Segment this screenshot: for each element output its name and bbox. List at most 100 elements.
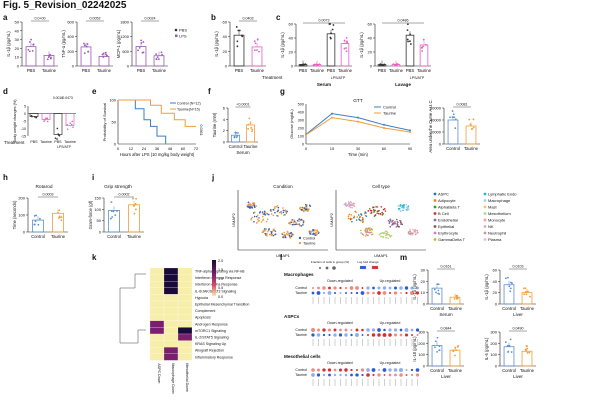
panel-k-heatmap-cell bbox=[149, 274, 165, 282]
panel-l-dot bbox=[350, 368, 353, 372]
panel-m-chart-0-dot bbox=[437, 292, 440, 295]
panel-j-umap-point bbox=[296, 219, 299, 222]
panel-j-umap-point bbox=[402, 204, 405, 206]
panel-j-umap-point bbox=[365, 227, 368, 230]
panel-j-umap-point bbox=[251, 204, 253, 207]
panel-j-umap-point bbox=[250, 218, 252, 221]
panel-l-dot bbox=[404, 333, 409, 337]
panel-f-tick-label: 2 bbox=[223, 128, 226, 133]
panel-j-umap-point bbox=[298, 223, 300, 225]
panel-l-dot bbox=[333, 368, 337, 372]
panel-i-category-label: Control bbox=[107, 234, 121, 239]
panel-l-dot bbox=[328, 373, 331, 377]
panel-a-chart-2-tick-label: 1200 bbox=[120, 34, 130, 39]
panel-g-auc-tick-label: 0 bbox=[439, 142, 442, 147]
panel-c-chart-1-dot bbox=[406, 29, 409, 31]
panel-c-chart-0-tick-label: 40 bbox=[289, 36, 294, 41]
panel-g-point bbox=[357, 116, 359, 119]
panel-m-chart-3-tick-label: 300 bbox=[490, 330, 497, 335]
panel-k-heatmap-cell bbox=[163, 347, 179, 354]
panel-g-series-taurine bbox=[305, 117, 411, 136]
panel-m-chart-1-tick-label: 20 bbox=[493, 290, 498, 295]
panel-e-ylabel: Probability of Survival bbox=[102, 103, 107, 142]
panel-l-dot bbox=[410, 328, 414, 332]
panel-j-umap-point bbox=[275, 214, 278, 217]
panel-e-legend-label: Control (N=12) bbox=[177, 102, 201, 106]
panel-h-tick-label: 0 bbox=[23, 230, 26, 235]
panel-m-chart-3-tick-label: 200 bbox=[490, 341, 497, 346]
panel-l-dot bbox=[327, 368, 332, 372]
panel-c-chart-0-dot bbox=[317, 63, 319, 66]
panel-l-dot bbox=[333, 333, 337, 337]
panel-j-umap-point bbox=[274, 211, 276, 214]
panel-m-chart-1-dot bbox=[523, 287, 525, 290]
panel-c-chart-1-dot bbox=[421, 46, 423, 49]
panel-f-dot bbox=[247, 123, 250, 126]
panel-j-umap-point bbox=[370, 210, 373, 212]
panel-j-umap-point bbox=[266, 233, 268, 236]
panel-j-umap-point bbox=[265, 220, 268, 223]
panel-c-chart-0-dot bbox=[303, 63, 306, 66]
panel-l-row-label: Taurine bbox=[295, 333, 307, 337]
panel-m-chart-0-xlabel: Serum bbox=[439, 312, 453, 317]
panel-b-dot bbox=[256, 38, 259, 41]
panel-i-dot bbox=[116, 210, 118, 212]
panel-d-dot bbox=[56, 138, 58, 140]
panel-e-ytick-label: 50 bbox=[112, 120, 117, 125]
panel-j-umap-point bbox=[402, 209, 404, 212]
panel-i-category-label: Taurine bbox=[127, 234, 142, 239]
panel-l-dot bbox=[393, 328, 398, 332]
panel-j-umap-point bbox=[414, 230, 416, 233]
panel-j-umap-point bbox=[253, 220, 255, 223]
panel-l-dot bbox=[405, 291, 408, 295]
panel-c-chart-1-dot bbox=[409, 40, 411, 43]
panel-f-category-label: Control bbox=[229, 144, 243, 149]
panel-g-ytick-label: 0 bbox=[302, 143, 304, 147]
panel-b-dot bbox=[236, 40, 239, 43]
panel-j-celltype-legend-marker bbox=[433, 212, 437, 215]
panel-l-dot bbox=[377, 328, 381, 332]
panel-a-chart-0-dot bbox=[30, 38, 32, 41]
panel-l-dot bbox=[393, 368, 398, 372]
panel-m-chart-2-ylabel: IL-18 (pg/mL) bbox=[412, 336, 417, 362]
panel-a-chart-2-tick-label: 1800 bbox=[120, 20, 130, 25]
panel-j-umap-point bbox=[368, 228, 371, 231]
panel-c-chart-0-dot bbox=[345, 36, 348, 39]
panel-a-chart-1-tick-label: 0 bbox=[72, 64, 75, 69]
panel-j-umap-point bbox=[347, 201, 350, 203]
panel-m-chart-1-category-label: Control bbox=[502, 306, 516, 311]
panel-l-color-legend-title: Log fold change bbox=[357, 260, 379, 264]
panel-j-umap-point bbox=[391, 221, 393, 223]
panel-c-chart-0-dot bbox=[331, 28, 334, 31]
panel-k-heatmap-cell bbox=[163, 307, 179, 315]
panel-j-ylabel: UMAP2 bbox=[231, 212, 236, 227]
panel-l-dot bbox=[311, 368, 315, 372]
panel-m-chart-3-dot bbox=[504, 341, 507, 344]
panel-j-umap-point bbox=[414, 229, 416, 231]
panel-a-chart-0-pvalue: 0.0+00 bbox=[34, 17, 45, 21]
panel-j-umap-point bbox=[278, 211, 281, 214]
panel-g-point bbox=[383, 123, 385, 126]
panel-letter-j: j bbox=[211, 173, 214, 182]
panel-j-umap-point bbox=[300, 219, 302, 221]
panel-m-chart-0-dot bbox=[437, 289, 440, 292]
panel-d-tick-label: 5 bbox=[24, 105, 26, 109]
panel-l-dot bbox=[333, 328, 337, 332]
panel-m-chart-0-tick-label: 10 bbox=[421, 290, 426, 295]
panel-j-umap-point bbox=[298, 224, 301, 227]
panel-l-dot bbox=[322, 373, 326, 377]
panel-b-tick-label: 20 bbox=[223, 49, 228, 54]
panel-l-dot bbox=[393, 286, 398, 290]
panel-j-umap-point bbox=[394, 222, 396, 225]
panel-c-chart-0-dot bbox=[329, 36, 332, 39]
panel-j-umap-point bbox=[270, 233, 273, 236]
panel-b-ylabel: IL-1β (pg/mL) bbox=[214, 31, 219, 57]
panel-g-point bbox=[305, 133, 307, 136]
panel-c-chart-1-dot bbox=[406, 38, 409, 41]
panel-d-dot bbox=[33, 116, 36, 118]
panel-g-xtick-label: 60 bbox=[382, 146, 387, 151]
panel-k-heatmap-cell bbox=[163, 333, 179, 341]
panel-l-dot bbox=[344, 328, 348, 332]
panel-l-dot bbox=[322, 291, 326, 295]
panel-l-dot bbox=[344, 373, 348, 377]
